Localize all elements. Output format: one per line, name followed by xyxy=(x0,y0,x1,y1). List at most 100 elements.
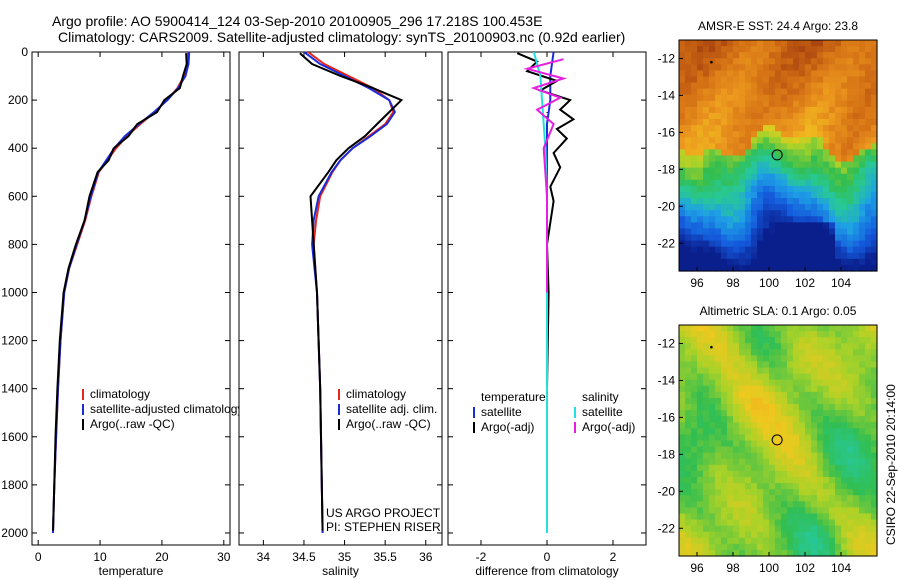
map-cell xyxy=(817,161,824,169)
map-cell xyxy=(691,531,698,539)
map-cell xyxy=(757,513,764,521)
map-cell xyxy=(685,131,692,138)
map-cell xyxy=(703,543,710,551)
map-cell xyxy=(835,331,842,338)
map-cell xyxy=(757,404,764,411)
series-line-argo-raw-qc- xyxy=(299,52,404,531)
map-cell xyxy=(865,349,872,356)
map-cell xyxy=(835,179,842,187)
map-cell xyxy=(787,222,794,230)
island-marker xyxy=(710,60,713,64)
map-cell xyxy=(763,325,770,332)
map-cell xyxy=(733,40,740,47)
map-cell xyxy=(775,185,782,193)
map-cell xyxy=(691,525,698,533)
map-cell xyxy=(871,410,878,417)
map-cell xyxy=(727,258,734,266)
map-cell xyxy=(763,46,770,53)
map-cell xyxy=(751,100,758,108)
map-cell xyxy=(823,428,830,436)
map-cell xyxy=(781,495,788,502)
map-cell xyxy=(853,379,860,387)
map-cell xyxy=(865,458,872,466)
map-cell xyxy=(811,58,818,65)
map-cell xyxy=(697,367,704,375)
map-cell xyxy=(769,543,776,551)
map-cell xyxy=(727,458,734,466)
map-cell xyxy=(739,440,746,448)
map-cell xyxy=(871,88,878,96)
map-cell xyxy=(859,149,866,157)
map-cell xyxy=(715,149,722,157)
map-cell xyxy=(775,155,782,163)
map-cell xyxy=(835,513,842,521)
map-cell xyxy=(721,100,728,108)
map-cell xyxy=(781,149,788,157)
map-cell xyxy=(703,476,710,484)
map-cell xyxy=(781,391,788,399)
map-cell xyxy=(871,204,878,211)
map-cell xyxy=(829,495,836,502)
map-cell xyxy=(691,228,698,236)
map-cell xyxy=(679,434,686,442)
map-cell xyxy=(823,198,830,205)
map-ytick-label: -18 xyxy=(658,162,676,176)
map-cell xyxy=(859,167,866,175)
map-cell xyxy=(811,167,818,175)
map-cell xyxy=(811,537,818,545)
map-cell xyxy=(769,470,776,478)
map-cell xyxy=(679,155,686,163)
map-cell xyxy=(835,404,842,411)
map-cell xyxy=(793,100,800,108)
map-cell xyxy=(871,501,878,508)
map-cell xyxy=(799,173,806,181)
map-cell xyxy=(757,476,764,484)
map-cell xyxy=(805,58,812,65)
map-cell xyxy=(769,531,776,539)
map-cell xyxy=(745,379,752,387)
map-cell xyxy=(769,476,776,484)
map-cell xyxy=(691,446,698,454)
map-cell xyxy=(715,549,722,557)
ytick-label-temperature: 2000 xyxy=(1,526,28,540)
map-cell xyxy=(781,464,788,472)
map-cell xyxy=(715,385,722,393)
map-cell xyxy=(763,464,770,472)
map-cell xyxy=(703,331,710,338)
map-cell xyxy=(733,331,740,338)
map-cell xyxy=(757,446,764,454)
map-cell xyxy=(769,173,776,181)
map-cell xyxy=(709,216,716,223)
map-cell xyxy=(793,58,800,65)
map-cell xyxy=(751,410,758,417)
map-cell xyxy=(871,361,878,369)
map-cell xyxy=(829,519,836,527)
map-cell xyxy=(775,434,782,442)
salinity-annotation: PI: STEPHEN RISER xyxy=(326,520,441,534)
map-cell xyxy=(733,452,740,460)
map-cell xyxy=(769,125,776,132)
map-cell xyxy=(859,379,866,387)
map-cell xyxy=(685,216,692,223)
xtick-label-salinity: 34.5 xyxy=(292,550,316,564)
map-cell xyxy=(817,343,824,350)
map-cell xyxy=(703,416,710,423)
ytick-label-temperature: 1200 xyxy=(1,334,28,348)
map-cell xyxy=(757,204,764,211)
map-cell xyxy=(841,216,848,223)
map-cell xyxy=(733,119,740,126)
map-cell xyxy=(871,525,878,533)
map-cell xyxy=(853,464,860,472)
map-cell xyxy=(823,125,830,132)
map-cell xyxy=(829,198,836,205)
map-cell xyxy=(793,216,800,223)
map-cell xyxy=(679,337,686,344)
map-cell xyxy=(793,367,800,375)
map-cell xyxy=(775,131,782,138)
xtick-label-salinity: 35.5 xyxy=(373,550,397,564)
map-cell xyxy=(871,531,878,539)
map-cell xyxy=(685,198,692,205)
map-frame-sla_map xyxy=(678,324,878,557)
map-cell xyxy=(751,112,758,120)
map-cell xyxy=(859,198,866,205)
